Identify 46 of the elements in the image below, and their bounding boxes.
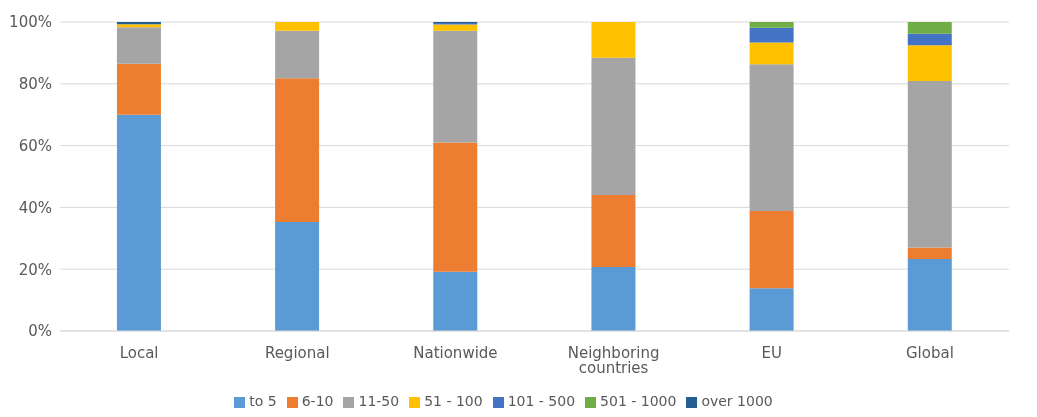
- bar: [433, 30, 478, 143]
- bar: [275, 30, 320, 79]
- legend-label: to 5: [249, 393, 277, 409]
- x-tick-label: Regional: [264, 343, 330, 362]
- bar: [275, 221, 320, 331]
- legend-label: 101 - 500: [507, 393, 576, 409]
- y-tick-label: 40%: [18, 198, 52, 217]
- legend-label: 501 - 1000: [600, 393, 677, 409]
- legend-label: over 1000: [701, 393, 773, 409]
- bar: [907, 81, 952, 248]
- y-tick-label: 60%: [18, 136, 52, 155]
- bar: [433, 142, 478, 272]
- bar: [907, 33, 952, 46]
- bar: [907, 247, 952, 259]
- y-tick-label: 100%: [9, 13, 52, 32]
- y-tick-label: 20%: [18, 260, 52, 279]
- y-tick-label: 80%: [18, 75, 52, 94]
- bar: [749, 22, 794, 28]
- bar: [907, 259, 952, 331]
- bar: [433, 271, 478, 331]
- legend-label: 51 - 100: [424, 393, 483, 409]
- bar: [749, 211, 794, 289]
- bar: [591, 195, 636, 268]
- bar: [275, 78, 320, 222]
- bar: [433, 24, 478, 31]
- x-tick-label: Nationwide: [413, 343, 498, 362]
- bar: [275, 22, 320, 31]
- x-tick-label: Neighboring countries: [567, 343, 660, 377]
- bar: [749, 64, 794, 212]
- bar: [907, 45, 952, 82]
- legend-label: 11-50: [358, 393, 400, 409]
- x-tick-label: Local: [119, 343, 159, 362]
- bar: [907, 22, 952, 34]
- bar: [749, 42, 794, 65]
- bar: [116, 27, 161, 64]
- bar: [116, 63, 161, 115]
- bar: [749, 27, 794, 43]
- bar: [749, 288, 794, 331]
- bar: [116, 114, 161, 331]
- bar: [591, 22, 636, 58]
- bar: [591, 57, 636, 196]
- y-tick-label: 0%: [28, 322, 52, 341]
- x-tick-label: EU: [761, 343, 782, 362]
- x-tick-label: Global: [905, 343, 954, 362]
- bar: [591, 267, 636, 331]
- legend-label: 6-10: [301, 393, 334, 409]
